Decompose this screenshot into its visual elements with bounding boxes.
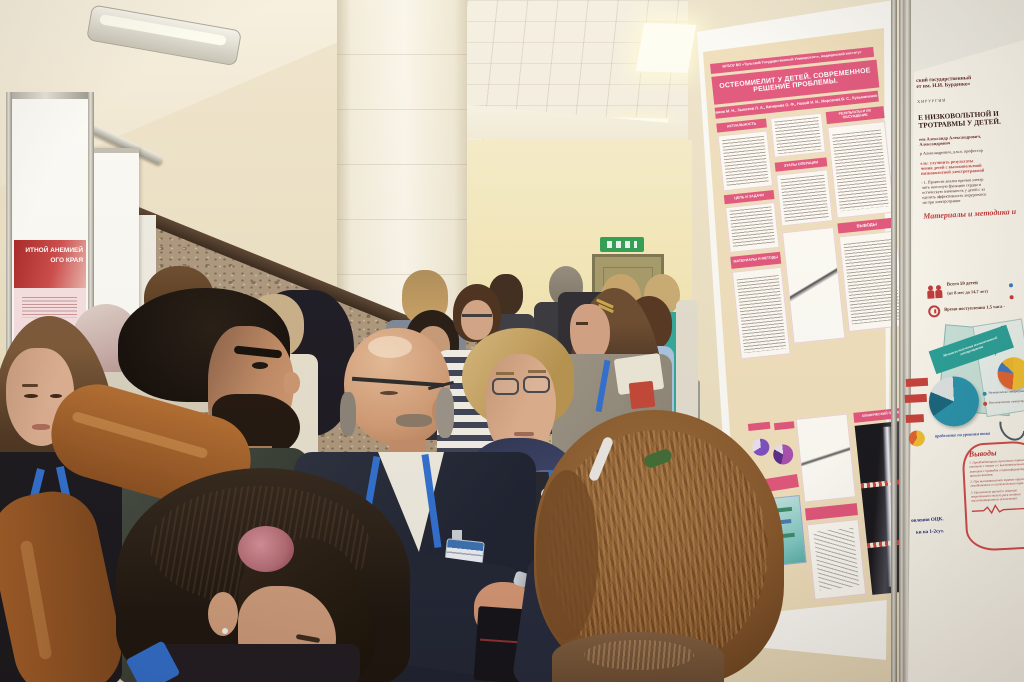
stand-pole-2 <box>899 0 905 682</box>
eyebrow <box>576 322 588 325</box>
red-booklet <box>628 380 656 410</box>
face <box>570 304 610 362</box>
eyebrow <box>528 370 546 373</box>
head-highlight <box>368 336 412 358</box>
section-materialy: МАТЕРИАЛЫ И МЕТОДЫ <box>730 251 782 269</box>
exit-sign <box>600 237 644 252</box>
legend-label-2: Высоковольтная электротравма <box>988 398 1024 405</box>
clock-hand <box>934 309 936 314</box>
legend-dot-red <box>1009 295 1014 300</box>
stat-2: (от 8 мес до 14,7 лет) <box>947 288 988 296</box>
glasses-right-lens <box>523 376 550 393</box>
stat-3: Время поступления 1,5 часа - <box>944 303 1006 312</box>
stand-pole-1 <box>891 0 897 682</box>
glasses <box>462 314 492 317</box>
badge-clip <box>452 530 462 542</box>
left-poster-header: ИТНОЙ АНЕМИЕЙ ОГО КРАЯ <box>14 240 86 288</box>
eye <box>380 391 398 395</box>
left-poster-title-1: ИТНОЙ АНЕМИЕЙ <box>25 247 83 254</box>
shoulder <box>146 644 360 682</box>
methods-heading: Материалы и методика и <box>923 206 1017 221</box>
right-author-3: р Александрович, д.м.н. профессор <box>919 147 984 156</box>
eye <box>50 394 62 398</box>
text-box <box>775 169 834 227</box>
pie-caption: пределение по уровням тока <box>934 430 991 439</box>
stat-1: Всего 59 детей <box>946 281 978 288</box>
note-line-2: ки на 1-2сут. <box>915 529 945 536</box>
conclusions-blob: Выводы 1. Преобладающими причинами травм… <box>961 440 1024 552</box>
legend-dot-blue <box>1008 283 1014 288</box>
text-box <box>725 201 780 253</box>
pie-violet <box>772 443 795 466</box>
text-box <box>731 266 791 360</box>
dept-line: ХИРУРГИИ <box>917 97 947 104</box>
family-icon <box>927 284 944 300</box>
pie-purple <box>751 437 771 457</box>
second-head-shine <box>584 640 694 670</box>
nose <box>284 372 300 394</box>
eye <box>252 362 268 369</box>
mouth <box>514 432 534 436</box>
margin-chip <box>904 393 927 404</box>
back-hair <box>436 388 454 438</box>
text-box <box>717 130 774 192</box>
board-frame-left <box>6 92 12 562</box>
conclusion-1: 1. Преобладающими причинами травм - конт… <box>969 457 1024 478</box>
text-box <box>827 121 895 219</box>
earring <box>222 628 228 634</box>
conclusions-heading: Выводы <box>968 448 997 459</box>
hair-wave-left <box>536 470 598 640</box>
note-line-1: овления ОЦК. <box>911 517 944 524</box>
left-poster-text-1 <box>18 294 82 320</box>
eyebrow <box>22 384 38 387</box>
main-columns: АКТУАЛЬНОСТЬ ЦЕЛЬ И ЗАДАЧИ МАТЕРИАЛЫ И М… <box>716 106 910 360</box>
legend-dot <box>983 401 988 406</box>
right-poster-content: ский государственный ет им. Н.И. Бурденк… <box>904 73 1024 678</box>
second-head <box>552 632 724 682</box>
margin-chip <box>905 414 925 423</box>
face <box>461 300 493 340</box>
left-poster-title-2: ОГО КРАЯ <box>50 256 83 264</box>
clock-icon <box>927 305 941 318</box>
icon-body <box>927 290 935 299</box>
xray-sketch-box-2 <box>795 413 857 503</box>
xray-sketch-box <box>781 226 846 344</box>
mustache <box>396 414 432 427</box>
column <box>337 0 467 330</box>
legend-label-1: Низковольтная электротравма <box>988 388 1024 395</box>
conclusion-3: 3. Применение ранней и этапной некротоми… <box>970 487 1021 503</box>
column-tile-lines <box>337 0 467 330</box>
text-box <box>769 112 826 158</box>
ecg-line <box>971 503 1024 514</box>
right-board-frame <box>904 0 911 682</box>
hatch-sketch-box <box>806 518 867 601</box>
margin-chip <box>905 377 929 387</box>
icon-body <box>935 289 943 299</box>
eye <box>24 394 38 398</box>
exit-sign-pictogram <box>607 241 637 248</box>
conclusion-2: 2. При высоковольтной травме нарушения г… <box>970 476 1024 489</box>
board-frame-top <box>6 92 94 99</box>
mini-chip <box>747 421 771 431</box>
legend-dot <box>982 391 987 396</box>
glasses-left-lens <box>492 378 519 395</box>
scrunchie <box>238 526 294 572</box>
mini-chip <box>804 503 858 521</box>
eyebrow <box>496 372 514 375</box>
side-hair <box>340 392 356 436</box>
person-white-sliver <box>676 300 698 422</box>
lips <box>32 424 50 430</box>
mini-chip <box>773 421 795 431</box>
